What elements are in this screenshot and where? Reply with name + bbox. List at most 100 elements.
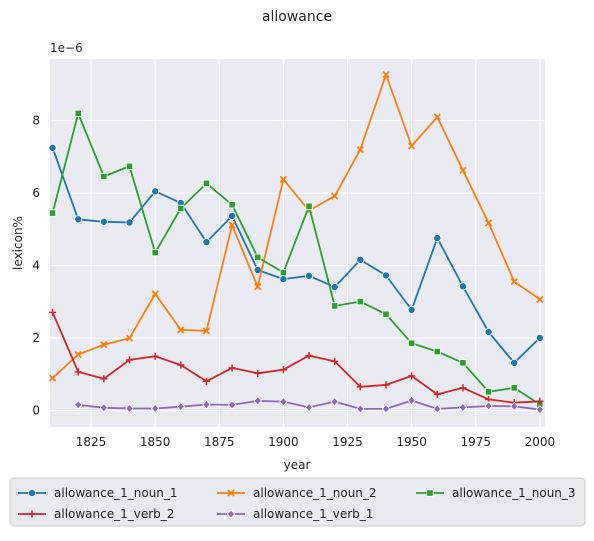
- data-point: [177, 361, 185, 369]
- series-allowance_1_verb_1: [74, 395, 545, 415]
- legend-item: allowance_1_verb_1: [217, 507, 373, 521]
- data-point: [228, 221, 236, 229]
- series-line: [51, 312, 540, 404]
- x-tick-label: 1900: [268, 435, 299, 449]
- data-point: [484, 401, 493, 411]
- data-point: [125, 162, 134, 170]
- data-point: [279, 175, 288, 184]
- data-point: [151, 403, 160, 414]
- legend-label: allowance_1_noun_1: [54, 486, 178, 500]
- x-tick-label: 1850: [140, 435, 171, 449]
- data-point: [228, 211, 237, 220]
- data-point: [151, 187, 160, 196]
- x-axis-label: year: [284, 458, 311, 472]
- data-point: [433, 347, 441, 356]
- data-point: [330, 283, 339, 292]
- x-tick-label: 1950: [396, 435, 427, 449]
- data-point: [125, 334, 134, 342]
- series-line: [51, 112, 541, 406]
- data-point: [433, 404, 442, 414]
- data-point: [458, 282, 467, 291]
- data-point: [125, 403, 134, 414]
- data-point: [228, 364, 236, 372]
- series-allowance_1_noun_1: [48, 143, 544, 367]
- y-tick-label: 8: [32, 114, 40, 128]
- data-point: [151, 290, 159, 298]
- data-point: [305, 202, 313, 210]
- y-tick-label: 2: [32, 331, 40, 345]
- data-point: [177, 326, 185, 334]
- data-point: [227, 400, 237, 410]
- data-point: [484, 388, 493, 396]
- data-point: [48, 143, 57, 152]
- data-point: [331, 192, 339, 200]
- data-point: [510, 277, 518, 286]
- data-point: [279, 268, 287, 277]
- tick-labels: 1825 1850 1875 1900 1925 1950 1975 2000 0 2 4 6 8: [32, 114, 555, 449]
- data-point: [381, 404, 391, 414]
- data-point: [433, 234, 442, 243]
- data-point: [458, 402, 468, 413]
- x-tick-label: 1925: [332, 435, 363, 449]
- y-scale-note: 1e−6: [50, 41, 83, 55]
- legend-label: allowance_1_verb_1: [253, 507, 373, 521]
- grid: [50, 59, 545, 427]
- data-point: [408, 339, 416, 347]
- legend-marker: [226, 509, 236, 519]
- series-line: [51, 73, 541, 379]
- x-tick-label: 1875: [204, 435, 235, 449]
- data-point: [382, 310, 390, 318]
- data-point: [382, 70, 390, 79]
- data-point: [99, 403, 108, 413]
- data-point: [356, 383, 364, 391]
- legend-label: allowance_1_noun_2: [253, 486, 377, 500]
- data-point: [305, 271, 314, 280]
- legend-marker: [28, 510, 36, 518]
- x-tick-label: 2000: [525, 435, 556, 449]
- data-point: [100, 172, 108, 181]
- data-point: [459, 384, 467, 392]
- chart-title: allowance: [262, 9, 332, 25]
- series-line: [51, 147, 541, 364]
- data-point: [381, 271, 390, 280]
- data-point: [407, 305, 416, 314]
- data-point: [74, 215, 83, 224]
- data-point: [176, 402, 185, 412]
- data-point: [254, 369, 262, 377]
- data-point: [304, 402, 314, 413]
- data-point: [510, 401, 519, 411]
- y-tick-label: 6: [32, 186, 40, 200]
- data-point: [459, 359, 467, 367]
- data-point: [535, 333, 544, 342]
- data-point: [74, 109, 82, 117]
- data-point: [228, 201, 236, 209]
- data-point: [279, 275, 288, 284]
- data-point: [151, 249, 159, 257]
- data-point: [535, 404, 545, 415]
- data-point: [100, 341, 108, 349]
- series-allowance_1_noun_3: [48, 109, 544, 409]
- data-point: [253, 396, 262, 406]
- data-point: [484, 328, 493, 337]
- data-point: [407, 142, 416, 150]
- data-point: [510, 384, 518, 392]
- data-point: [484, 219, 493, 227]
- data-point: [99, 217, 108, 226]
- legend-marker: [426, 489, 434, 497]
- y-tick-label: 4: [32, 259, 40, 273]
- data-point: [279, 366, 287, 374]
- legend-marker: [27, 488, 36, 497]
- x-tick-label: 1975: [460, 435, 491, 449]
- data-point: [151, 352, 159, 360]
- series-allowance_1_verb_2: [48, 308, 544, 407]
- data-point: [74, 350, 82, 359]
- data-point: [356, 255, 365, 264]
- y-tick-label: 0: [32, 404, 40, 418]
- legend-item: allowance_1_noun_3: [416, 486, 576, 500]
- data-point: [331, 357, 339, 365]
- data-point: [74, 400, 83, 410]
- data-point: [254, 253, 262, 261]
- data-point: [202, 327, 211, 335]
